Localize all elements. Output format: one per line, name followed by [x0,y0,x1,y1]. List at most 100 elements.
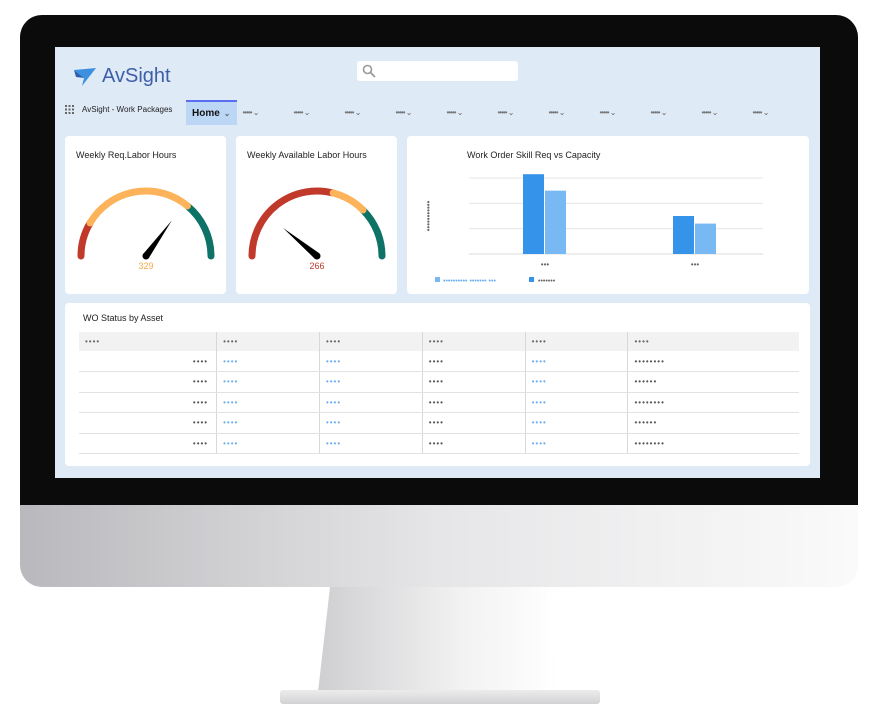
chevron-down-icon: ⌄ [353,108,362,117]
nav-tab-label: ••••• [548,108,559,117]
chart-card: Work Order Skill Req vs Capacity •••••••… [407,136,809,294]
nav-tab-label: ••••• [446,108,457,117]
nav-tab-label: ••••• [242,108,253,117]
nav-tab-label: Home [192,108,220,119]
nav-tab-label: ••••• [701,108,712,117]
bar[interactable] [695,223,716,254]
chevron-down-icon: ⌄ [302,108,311,117]
gauge-req-labor: 329 [77,187,215,271]
chevron-down-icon: ⌄ [404,108,413,117]
table-link-cell[interactable]: •••• [216,412,320,434]
monitor-stand [318,587,558,692]
legend-label: ••••••• [538,278,556,285]
column-header[interactable]: •••• [318,332,423,351]
logo-text: AvSight [102,65,171,87]
chart-title: Work Order Skill Req vs Capacity [467,150,601,160]
table-link-cell[interactable]: •••• [524,371,628,393]
nav-tab[interactable]: ••••• ⌄ [600,108,651,117]
table-cell: •••• [421,412,526,434]
y-axis-label: ••••••••••• [424,200,433,231]
table-cell: •••••••• [627,433,799,454]
chevron-down-icon: ⌄ [608,108,617,117]
table-link-cell[interactable]: •••• [524,392,628,413]
gauge-needle [283,227,320,259]
chevron-down-icon: ⌄ [251,108,260,117]
chevron-down-icon: ⌄ [455,108,464,117]
table-row: •••• •••• •••• •••• •••• •••••• [79,371,799,393]
bar[interactable] [523,174,544,254]
app-name: AvSight - Work Packages [82,105,173,114]
column-header[interactable]: •••• [421,332,526,351]
nav-tab[interactable]: ••••• ⌄ [243,108,294,117]
x-tick-label: ••• [541,260,550,269]
column-header[interactable]: •••• [79,332,217,351]
bar[interactable] [673,216,694,254]
table-cell: •••••••• [627,351,799,372]
legend-swatch [529,277,534,282]
table-link-cell[interactable]: •••• [524,412,628,434]
nav-tab[interactable]: ••••• ⌄ [345,108,396,117]
logo: AvSight [74,65,171,88]
table-row: •••• •••• •••• •••• •••• •••••••• [79,433,799,454]
chevron-down-icon: ⌄ [506,108,515,117]
nav-tab[interactable]: ••••• ⌄ [651,108,702,117]
chevron-down-icon: ⌄ [223,109,231,118]
search-input[interactable] [357,61,518,81]
table-row: •••• •••• •••• •••• •••• •••••••• [79,392,799,413]
chevron-down-icon: ⌄ [761,108,770,117]
app-launcher[interactable]: AvSight - Work Packages [65,105,172,114]
nav-tab-label: ••••• [599,108,610,117]
nav-tab[interactable]: Home ⌄ [186,100,237,125]
gauge-band-teal [359,206,386,260]
table-link-cell[interactable]: •••• [318,371,423,393]
nav-tab[interactable]: ••••• ⌄ [294,108,345,117]
gauge-hub [313,252,321,260]
gauge-band-orange [329,189,367,214]
table-link-cell[interactable]: •••• [318,412,423,434]
table-row: •••• •••• •••• •••• •••• •••••• [79,412,799,434]
search-icon [362,64,376,78]
table-link-cell[interactable]: •••• [318,392,423,413]
gauge-card-req: Weekly Req.Labor Hours 329 [65,136,226,294]
nav-tab[interactable]: ••••• ⌄ [447,108,498,117]
nav-tabs: Home ⌄ ••••• ⌄ ••••• ⌄ ••••• ⌄ ••••• ⌄ ••••• … [186,100,804,125]
chevron-down-icon: ⌄ [659,108,668,117]
wo-status-table: •••• •••• •••• •••• •••• •••• •••• •••• •••• ••••… [79,332,799,454]
x-tick-label: ••• [691,260,700,269]
nav-tab-label: ••••• [344,108,355,117]
nav-tab[interactable]: ••••• ⌄ [396,108,447,117]
chevron-down-icon: ⌄ [557,108,566,117]
table-link-cell[interactable]: •••• [216,392,320,413]
nav-tab-label: ••••• [650,108,661,117]
legend-label: •••••••••• ••••••• ••• [443,278,496,285]
gauge-value: 266 [309,261,324,271]
nav-tab[interactable]: ••••• ⌄ [498,108,549,117]
monitor-base [280,690,600,704]
column-header[interactable]: •••• [627,332,799,351]
nav-tab[interactable]: ••••• ⌄ [753,108,804,117]
column-header[interactable]: •••• [524,332,628,351]
table-link-cell[interactable]: •••• [216,351,320,372]
nav-tab[interactable]: ••••• ⌄ [702,108,753,117]
gauge-band-red [248,187,337,260]
bar[interactable] [545,190,566,254]
table-link-cell[interactable]: •••• [216,371,320,393]
table-link-cell[interactable]: •••• [216,433,320,454]
gauge-band-teal [183,202,215,260]
column-header[interactable]: •••• [216,332,320,351]
table-link-cell[interactable]: •••• [318,433,423,454]
table-cell: •••• [79,412,217,434]
screen: AvSight AvSight - Work Packages Home ⌄ ••… [55,47,820,478]
table-cell: •••• [79,392,217,413]
gauge-band-red [77,219,94,260]
nav-tab-label: ••••• [752,108,763,117]
table-link-cell[interactable]: •••• [318,351,423,372]
nav-tab[interactable]: ••••• ⌄ [549,108,600,117]
table-link-cell[interactable]: •••• [524,433,628,454]
gauge-needle [143,220,172,259]
table-cell: •••• [79,351,217,372]
table-card: WO Status by Asset •••• •••• •••• •••• •••• •… [65,303,810,466]
table-link-cell[interactable]: •••• [524,351,628,372]
nav-tab-label: ••••• [293,108,304,117]
monitor-chin [20,505,858,587]
